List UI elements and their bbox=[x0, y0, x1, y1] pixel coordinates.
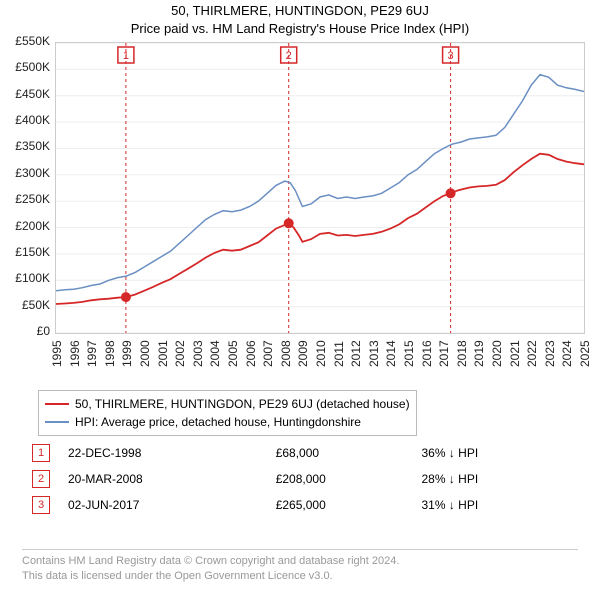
x-axis-tick-label: 2014 bbox=[384, 340, 398, 367]
x-axis-tick-label: 1997 bbox=[85, 340, 99, 367]
legend-swatch bbox=[45, 421, 69, 423]
legend-swatch bbox=[45, 403, 69, 405]
sale-price: £68,000 bbox=[272, 440, 418, 466]
sale-delta: 31% ↓ HPI bbox=[418, 492, 581, 518]
svg-text:2: 2 bbox=[286, 50, 292, 62]
y-axis-tick-label: £300K bbox=[0, 166, 50, 180]
sale-date: 22-DEC-1998 bbox=[64, 440, 272, 466]
x-axis-tick-label: 2013 bbox=[367, 340, 381, 367]
x-axis-tick-label: 2002 bbox=[173, 340, 187, 367]
legend-label: HPI: Average price, detached house, Hunt… bbox=[75, 413, 361, 431]
y-axis-tick-label: £150K bbox=[0, 245, 50, 259]
x-axis-tick-label: 2003 bbox=[191, 340, 205, 367]
y-axis-tick-label: £450K bbox=[0, 87, 50, 101]
attribution: Contains HM Land Registry data © Crown c… bbox=[22, 549, 578, 584]
attribution-line1: Contains HM Land Registry data © Crown c… bbox=[22, 555, 399, 567]
sales-table: 1 22-DEC-1998 £68,000 36% ↓ HPI 2 20-MAR… bbox=[28, 440, 580, 518]
sales-row: 1 22-DEC-1998 £68,000 36% ↓ HPI bbox=[28, 440, 580, 466]
x-axis-tick-label: 2018 bbox=[455, 340, 469, 367]
x-axis-tick-label: 2007 bbox=[261, 340, 275, 367]
x-axis-tick-label: 2010 bbox=[314, 340, 328, 367]
x-axis-tick-label: 2004 bbox=[208, 340, 222, 367]
sale-flag-number: 1 bbox=[32, 444, 50, 462]
x-axis-tick-label: 2022 bbox=[525, 340, 539, 367]
x-axis-tick-label: 1999 bbox=[120, 340, 134, 367]
y-axis-tick-label: £50K bbox=[0, 298, 50, 312]
y-axis-tick-label: £500K bbox=[0, 60, 50, 74]
sale-delta: 36% ↓ HPI bbox=[418, 440, 581, 466]
y-axis-tick-label: £550K bbox=[0, 34, 50, 48]
x-axis-tick-label: 2008 bbox=[279, 340, 293, 367]
x-axis-tick-label: 2000 bbox=[138, 340, 152, 367]
title-address: 50, THIRLMERE, HUNTINGDON, PE29 6UJ bbox=[0, 2, 600, 20]
y-axis-tick-label: £400K bbox=[0, 113, 50, 127]
x-axis-tick-label: 2020 bbox=[490, 340, 504, 367]
legend-item: 50, THIRLMERE, HUNTINGDON, PE29 6UJ (det… bbox=[45, 395, 410, 413]
legend-item: HPI: Average price, detached house, Hunt… bbox=[45, 413, 410, 431]
title-subtitle: Price paid vs. HM Land Registry's House … bbox=[0, 20, 600, 38]
legend-label: 50, THIRLMERE, HUNTINGDON, PE29 6UJ (det… bbox=[75, 395, 410, 413]
x-axis-tick-label: 2015 bbox=[402, 340, 416, 367]
sale-flag-number: 2 bbox=[32, 470, 50, 488]
x-axis-tick-label: 2009 bbox=[296, 340, 310, 367]
x-axis-tick-label: 1995 bbox=[50, 340, 64, 367]
sale-delta: 28% ↓ HPI bbox=[418, 466, 581, 492]
svg-text:1: 1 bbox=[123, 50, 129, 62]
y-axis-tick-label: £250K bbox=[0, 192, 50, 206]
x-axis-tick-label: 2016 bbox=[420, 340, 434, 367]
x-axis-tick-label: 2021 bbox=[508, 340, 522, 367]
x-axis-tick-label: 2023 bbox=[543, 340, 557, 367]
x-axis-tick-label: 2006 bbox=[244, 340, 258, 367]
x-axis-tick-label: 1998 bbox=[103, 340, 117, 367]
price-chart: 1 2 3 bbox=[55, 42, 585, 334]
y-axis-tick-label: £200K bbox=[0, 219, 50, 233]
y-axis-tick-label: £0 bbox=[0, 324, 50, 338]
x-axis-tick-label: 2011 bbox=[332, 341, 346, 367]
x-axis-tick-label: 2024 bbox=[560, 340, 574, 367]
sale-price: £265,000 bbox=[272, 492, 418, 518]
sale-price: £208,000 bbox=[272, 466, 418, 492]
attribution-line2: This data is licensed under the Open Gov… bbox=[22, 570, 333, 582]
y-axis-tick-label: £350K bbox=[0, 139, 50, 153]
sale-date: 02-JUN-2017 bbox=[64, 492, 272, 518]
chart-titles: 50, THIRLMERE, HUNTINGDON, PE29 6UJ Pric… bbox=[0, 0, 600, 37]
sale-flag-number: 3 bbox=[32, 496, 50, 514]
x-axis-tick-label: 1996 bbox=[68, 340, 82, 367]
x-axis-tick-label: 2017 bbox=[437, 340, 451, 367]
x-axis-tick-label: 2019 bbox=[472, 340, 486, 367]
y-axis-tick-label: £100K bbox=[0, 271, 50, 285]
svg-text:3: 3 bbox=[448, 50, 454, 62]
x-axis-tick-label: 2001 bbox=[156, 340, 170, 367]
x-axis-tick-label: 2012 bbox=[349, 340, 363, 367]
sales-row: 2 20-MAR-2008 £208,000 28% ↓ HPI bbox=[28, 466, 580, 492]
x-axis-tick-label: 2025 bbox=[578, 340, 592, 367]
x-axis-tick-label: 2005 bbox=[226, 340, 240, 367]
sales-row: 3 02-JUN-2017 £265,000 31% ↓ HPI bbox=[28, 492, 580, 518]
sale-date: 20-MAR-2008 bbox=[64, 466, 272, 492]
legend: 50, THIRLMERE, HUNTINGDON, PE29 6UJ (det… bbox=[38, 390, 417, 436]
